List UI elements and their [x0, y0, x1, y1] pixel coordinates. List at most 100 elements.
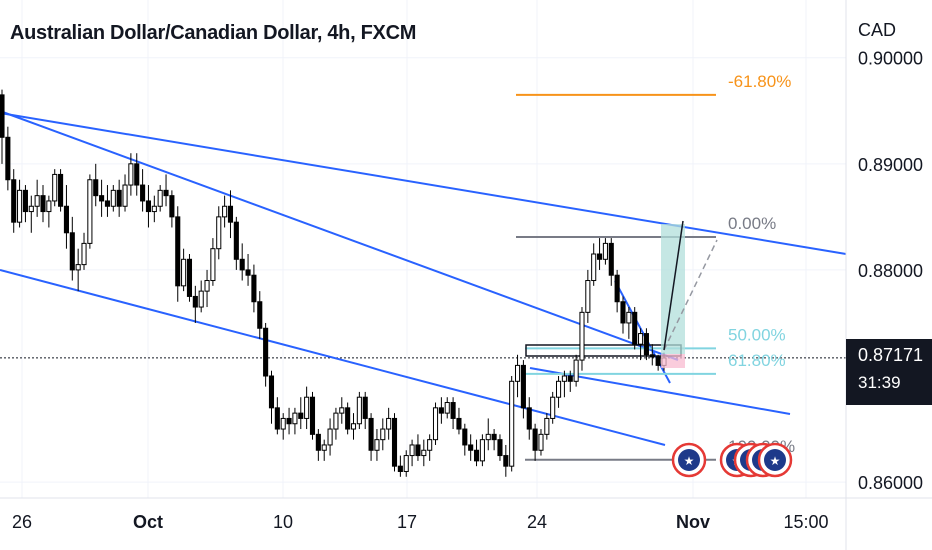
candle-body: [532, 428, 538, 451]
candle-body: [69, 232, 75, 271]
economic-events[interactable]: ★★★★★: [671, 442, 793, 478]
candle-body: [298, 412, 304, 419]
candle-body: [485, 433, 491, 441]
candle-body: [58, 173, 64, 207]
candle-body: [415, 444, 421, 457]
candle-body: [292, 412, 298, 425]
candle-body: [526, 407, 532, 430]
last-price-badge: 0.87171 31:39: [846, 338, 932, 405]
candle-body: [93, 179, 99, 197]
flag-star: ★: [770, 454, 781, 468]
candle-body: [538, 433, 544, 451]
candle-body: [268, 375, 275, 409]
candle-body: [409, 444, 415, 457]
candle-body: [28, 205, 34, 213]
candle-body: [309, 396, 316, 435]
candle-body: [134, 163, 140, 186]
candle-body: [585, 280, 591, 313]
candle-body: [11, 179, 17, 223]
candle-body: [81, 242, 87, 266]
long-position-projection: [661, 220, 718, 368]
candle-body: [110, 189, 116, 207]
candle-body: [462, 428, 468, 446]
candle-body: [46, 200, 52, 213]
support-zone-box: [525, 344, 682, 357]
candle-body: [274, 407, 280, 430]
trend-line: [0, 110, 679, 361]
candle-body: [421, 449, 427, 457]
candle-body: [34, 195, 40, 207]
candle-body: [368, 417, 374, 451]
candle-body: [614, 274, 620, 303]
candle-body: [497, 439, 503, 457]
economic-event-flag-icon[interactable]: ★: [671, 442, 707, 478]
price-axis[interactable]: 0.90000 0.89000 0.88000 0.86000: [845, 0, 923, 550]
candle-body: [374, 439, 380, 451]
candle-body: [104, 200, 111, 207]
candle-body: [192, 295, 198, 308]
candle-body: [321, 444, 327, 451]
candle-body: [315, 433, 321, 451]
candle-body: [655, 356, 661, 366]
candle-body: [63, 205, 69, 234]
candle-body: [145, 200, 152, 213]
candle-body: [40, 195, 46, 213]
candle-body: [5, 136, 11, 181]
candle-body: [116, 189, 122, 207]
candle-body: [239, 258, 245, 271]
candle-body: [432, 407, 439, 441]
candle-body: [450, 402, 456, 419]
flag-star: ★: [684, 454, 695, 468]
candle-body: [227, 205, 234, 223]
candle-body: [561, 375, 567, 382]
candle-body: [122, 184, 128, 207]
candle-body: [333, 412, 339, 430]
candle-body: [362, 396, 368, 419]
candle-body: [22, 189, 28, 213]
candle-body: [304, 396, 310, 419]
flag-core: [764, 449, 786, 471]
candle-body: [479, 439, 485, 462]
candle-body: [52, 173, 58, 202]
time-tick-label: 24: [527, 512, 547, 532]
candle-body: [632, 311, 638, 345]
candle-body: [280, 417, 286, 430]
fib-level-label: -61.80%: [728, 72, 791, 91]
candle-body: [233, 221, 239, 260]
last-price-value: 0.87171: [858, 344, 924, 365]
candle-body: [216, 216, 222, 250]
candle-body: [514, 364, 521, 382]
candle-body: [550, 396, 556, 419]
candle-body: [520, 364, 526, 409]
candle-body: [438, 407, 444, 414]
candle-body: [509, 380, 515, 467]
bar-countdown: 31:39: [858, 372, 901, 392]
candle-body: [591, 253, 597, 282]
candle-body: [602, 242, 608, 260]
candle-body: [456, 417, 462, 430]
fib-level-label: 61.80%: [728, 351, 786, 370]
candle-body: [473, 449, 480, 462]
time-axis[interactable]: 26 Oct 10 17 24 Nov 15:00: [0, 497, 932, 532]
candle-body: [17, 189, 23, 223]
candle-body: [210, 248, 216, 282]
candle-body: [175, 216, 181, 287]
economic-event-flag-icon[interactable]: ★: [757, 442, 793, 478]
time-tick-label: 10: [273, 512, 293, 532]
candle-body: [503, 455, 509, 467]
trend-line: [529, 367, 791, 415]
candle-body: [356, 396, 362, 425]
candle-body: [468, 444, 474, 451]
candle-body: [397, 465, 403, 472]
candle-body: [391, 417, 398, 467]
fib-level-label: 50.00%: [728, 325, 786, 344]
price-tick-label: 0.90000: [858, 49, 923, 69]
candle-body: [186, 258, 193, 297]
candle-body: [345, 407, 351, 430]
candle-body: [597, 253, 603, 260]
candle-body: [579, 311, 585, 361]
candle-body: [163, 189, 169, 197]
candle-body: [626, 311, 632, 324]
candle-body: [245, 269, 251, 276]
